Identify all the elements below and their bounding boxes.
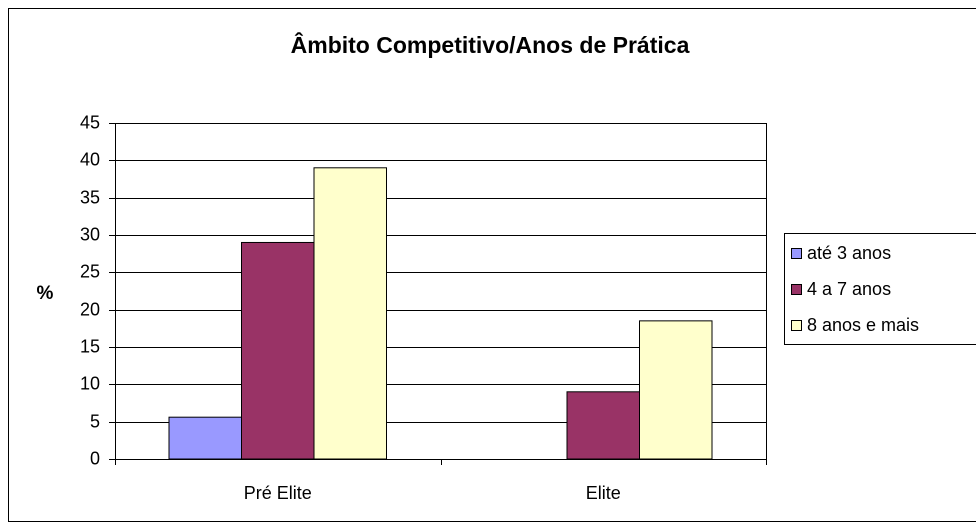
- y-tick-label: 25: [80, 261, 100, 281]
- legend-label: até 3 anos: [807, 243, 891, 263]
- legend-swatch: [791, 248, 802, 259]
- legend-box: [784, 233, 976, 345]
- y-tick-label: 0: [90, 448, 100, 468]
- bar: [168, 416, 242, 460]
- bar: [639, 320, 713, 460]
- legend-label: 8 anos e mais: [807, 315, 919, 335]
- x-tick-label: Pré Elite: [244, 483, 312, 503]
- bar: [566, 391, 640, 460]
- bar: [313, 167, 387, 460]
- y-tick-label: 5: [90, 411, 100, 431]
- y-tick-label: 40: [80, 149, 100, 169]
- y-tick-label: 30: [80, 224, 100, 244]
- legend-swatch: [791, 284, 802, 295]
- y-tick-label: 45: [80, 112, 100, 132]
- y-tick-label: 10: [80, 373, 100, 393]
- y-tick-label: 20: [80, 299, 100, 319]
- y-axis-label: %: [37, 283, 54, 304]
- y-tick-label: 15: [80, 336, 100, 356]
- bar: [241, 241, 315, 460]
- legend-swatch: [791, 320, 802, 331]
- chart-title: Âmbito Competitivo/Anos de Prática: [291, 31, 690, 58]
- x-tick-label: Elite: [586, 483, 621, 503]
- legend-label: 4 a 7 anos: [807, 279, 891, 299]
- y-tick-label: 35: [80, 187, 100, 207]
